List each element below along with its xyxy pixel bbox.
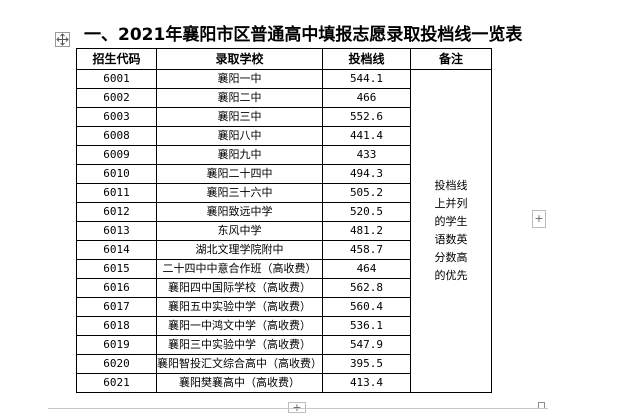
cell-code: 6003: [76, 107, 157, 127]
cell-school: 襄阳樊襄高中（高收费）: [156, 373, 323, 393]
cell-code: 6016: [76, 278, 157, 298]
table-move-handle-icon[interactable]: [55, 32, 70, 47]
note-line: 上并列: [434, 197, 468, 210]
cell-code: 6019: [76, 335, 157, 355]
table-row: 6008 襄阳八中 441.4: [76, 126, 492, 146]
note-line: 的优先: [434, 269, 468, 282]
cell-code: 6021: [76, 373, 157, 393]
table-row: 6013 东风中学 481.2: [76, 221, 492, 241]
add-row-icon[interactable]: +: [532, 210, 546, 228]
cell-school: 襄阳三十六中: [156, 183, 323, 203]
cell-school: 湖北文理学院附中: [156, 240, 323, 260]
cell-code: 6018: [76, 316, 157, 336]
cell-score: 413.4: [322, 373, 411, 393]
cell-school: 二十四中中意合作班（高收费）: [156, 259, 323, 279]
cell-score: 441.4: [322, 126, 411, 146]
cell-score: 560.4: [322, 297, 411, 317]
cell-code: 6011: [76, 183, 157, 203]
cell-score: 552.6: [322, 107, 411, 127]
cell-school: 襄阳五中实验中学（高收费）: [156, 297, 323, 317]
header-school: 录取学校: [156, 48, 323, 70]
cell-code: 6012: [76, 202, 157, 222]
cell-code: 6015: [76, 259, 157, 279]
cell-school: 襄阳三中实验中学（高收费）: [156, 335, 323, 355]
table-body: 6001 襄阳一中 544.1 投档线 上并列 的学生 语数英 分数高 的优先 6002 襄阳二中 4…: [76, 69, 492, 393]
cell-school: 襄阳四中国际学校（高收费）: [156, 278, 323, 298]
cell-note: 投档线上并列的学生语数英分数高的优先: [410, 69, 492, 393]
table-row: 6016 襄阳四中国际学校（高收费） 562.8: [76, 278, 492, 298]
cell-score: 494.3: [322, 164, 411, 184]
cell-school: 东风中学: [156, 221, 323, 241]
cell-school: 襄阳八中: [156, 126, 323, 146]
header-note: 备注: [410, 48, 492, 70]
note-line: 投档线: [434, 179, 468, 192]
cell-score: 466: [322, 88, 411, 108]
table-row: 6011 襄阳三十六中 505.2: [76, 183, 492, 203]
note-line: 语数英: [434, 233, 468, 246]
cell-school: 襄阳二十四中: [156, 164, 323, 184]
cell-score: 562.8: [322, 278, 411, 298]
cell-school: 襄阳三中: [156, 107, 323, 127]
cell-score: 505.2: [322, 183, 411, 203]
note-line: 的学生: [434, 215, 468, 228]
cell-code: 6017: [76, 297, 157, 317]
note-line: 分数高: [434, 251, 468, 264]
cell-score: 433: [322, 145, 411, 165]
cell-score: 464: [322, 259, 411, 279]
cell-score: 547.9: [322, 335, 411, 355]
cell-school: 襄阳智投汇文综合高中（高收费）: [156, 354, 323, 374]
table-row: 6012 襄阳致远中学 520.5: [76, 202, 492, 222]
cell-school: 襄阳九中: [156, 145, 323, 165]
table-row: 6019 襄阳三中实验中学（高收费） 547.9: [76, 335, 492, 355]
table-row: 6020 襄阳智投汇文综合高中（高收费） 395.5: [76, 354, 492, 374]
cell-school: 襄阳致远中学: [156, 202, 323, 222]
cell-school: 襄阳二中: [156, 88, 323, 108]
table-row: 6015 二十四中中意合作班（高收费） 464: [76, 259, 492, 279]
cell-score: 458.7: [322, 240, 411, 260]
admission-score-table: 招生代码 录取学校 投档线 备注 6001 襄阳一中 544.1 投档线 上并列 的学生语…: [76, 48, 492, 393]
table-row: 6021 襄阳樊襄高中（高收费） 413.4: [76, 373, 492, 393]
cell-school: 襄阳一中: [156, 69, 323, 89]
cell-code: 6020: [76, 354, 157, 374]
cell-code: 6001: [76, 69, 157, 89]
cell-score: 481.2: [322, 221, 411, 241]
document-title: 一、2021年襄阳市区普通高中填报志愿录取投档线一览表: [84, 25, 523, 45]
cell-score: 520.5: [322, 202, 411, 222]
cell-score: 395.5: [322, 354, 411, 374]
page-edge-line: [48, 408, 548, 409]
cell-code: 6014: [76, 240, 157, 260]
cell-school: 襄阳一中鸿文中学（高收费）: [156, 316, 323, 336]
cell-score: 544.1: [322, 69, 411, 89]
header-code: 招生代码: [76, 48, 157, 70]
table-header-row: 招生代码 录取学校 投档线 备注: [76, 48, 492, 70]
header-score: 投档线: [322, 48, 411, 70]
cell-code: 6013: [76, 221, 157, 241]
cell-score: 536.1: [322, 316, 411, 336]
cell-code: 6008: [76, 126, 157, 146]
cell-code: 6009: [76, 145, 157, 165]
cell-code: 6010: [76, 164, 157, 184]
table-row: 6001 襄阳一中 544.1 投档线 上并列 的学生 语数英 分数高 的优先: [76, 69, 492, 393]
table-row: 6002 襄阳二中 466: [76, 88, 492, 108]
cell-code: 6002: [76, 88, 157, 108]
